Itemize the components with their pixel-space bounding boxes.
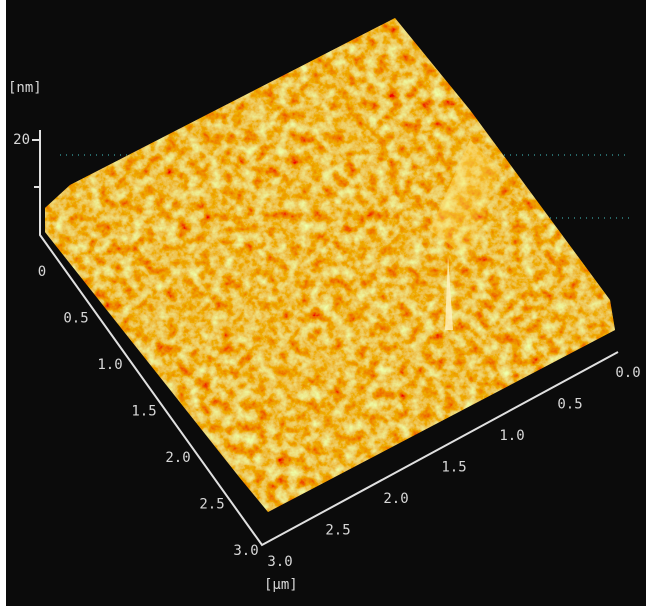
right-tick-label: 3.0 [267, 554, 292, 570]
left-tick-label: 1.0 [97, 357, 122, 373]
left-tick-label: 0 [38, 264, 46, 280]
right-tick-label: 1.0 [499, 428, 524, 444]
left-tick-label: 1.5 [131, 404, 156, 420]
right-tick-label: 2.5 [325, 523, 350, 539]
right-tick-label: 0.5 [557, 397, 582, 413]
right-tick-label: 0.0 [615, 365, 640, 381]
z-tick-label: 20 [13, 132, 30, 148]
z-unit: [nm] [8, 80, 42, 96]
right-tick-label: 2.0 [383, 491, 408, 507]
right-tick-label: 1.5 [441, 460, 466, 476]
xy-unit: [μm] [264, 577, 298, 593]
left-tick-label: 0.5 [63, 311, 88, 327]
left-tick-label: 3.0 [233, 543, 258, 559]
left-tick-label: 2.0 [165, 450, 190, 466]
afm-figure: [nm] [μm] 20 0 0.5 1.0 1.5 2.0 2.5 3.0 0.0 0.5 1.0… [0, 0, 653, 616]
left-tick-label: 2.5 [199, 497, 224, 513]
